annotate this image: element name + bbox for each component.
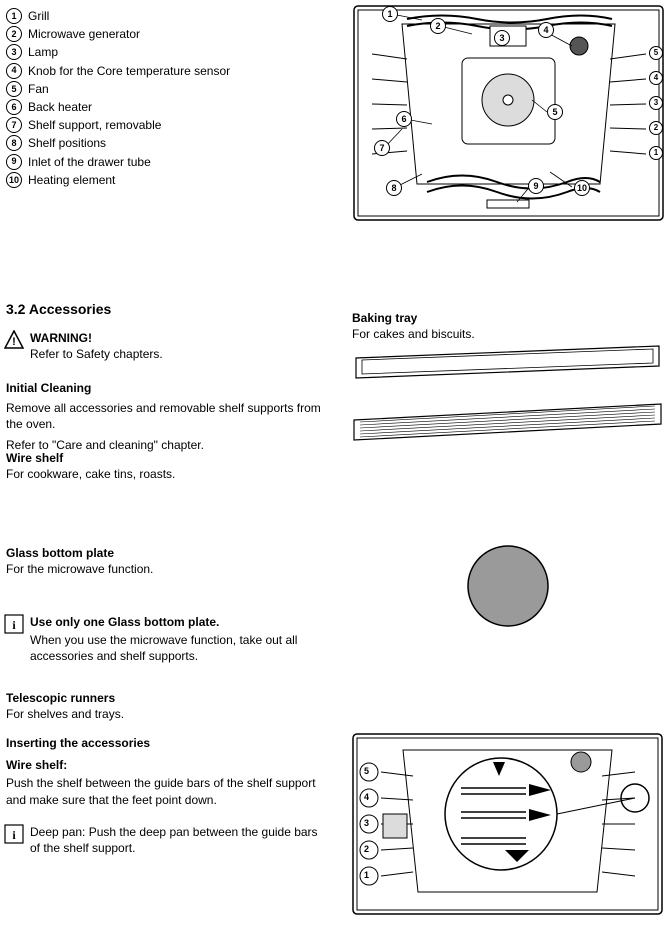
legend-label-3: Lamp: [28, 44, 58, 60]
legend-num-5: 5: [6, 81, 22, 97]
callout-4: 4: [538, 22, 554, 38]
info-icon-1: i: [4, 614, 24, 634]
warning-label: WARNING!: [30, 330, 330, 346]
rack-level-2: 2: [649, 121, 663, 135]
legend-label-1: Grill: [28, 8, 49, 24]
legend-num-10: 10: [6, 172, 22, 188]
svg-text:!: !: [12, 336, 16, 348]
rack2-level-2: 2: [364, 843, 369, 855]
legend-num-1: 1: [6, 8, 22, 24]
wire-shelf-desc: For cookware, cake tins, roasts.: [6, 466, 336, 482]
warning-icon: !: [4, 330, 24, 350]
legend-num-6: 6: [6, 99, 22, 115]
warning-body: Refer to Safety chapters.: [30, 346, 330, 362]
callout-1: 1: [382, 6, 398, 22]
warning-block: WARNING! Refer to Safety chapters.: [30, 330, 330, 362]
legend-label-5: Fan: [28, 81, 49, 97]
legend-num-2: 2: [6, 26, 22, 42]
callout-2: 2: [430, 18, 446, 34]
figure-wire-shelf: [350, 400, 665, 444]
inserting-body: Wire shelf:: [6, 757, 336, 773]
legend-label-10: Heating element: [28, 172, 115, 188]
legend-label-2: Microwave generator: [28, 26, 140, 42]
legend-label-9: Inlet of the drawer tube: [28, 154, 151, 170]
section-number: 3.2: [6, 301, 25, 317]
glass-plate-label: Glass bottom plate: [6, 546, 114, 560]
telescopic-text: Telescopic runners For shelves and trays…: [6, 690, 336, 722]
baking-tray-text: Baking tray For cakes and biscuits.: [352, 310, 652, 342]
callout-10: 10: [574, 180, 590, 196]
section-accessories-heading: 3.2 Accessories: [6, 300, 336, 319]
inserting-block: Inserting the accessories Wire shelf: Pu…: [6, 735, 336, 808]
baking-tray-label: Baking tray: [352, 311, 417, 325]
legend-label-7: Shelf support, removable: [28, 117, 161, 133]
info-icon-2: i: [4, 824, 24, 844]
callout-7: 7: [374, 140, 390, 156]
legend-num-9: 9: [6, 154, 22, 170]
wire-shelf-label: Wire shelf: [6, 451, 63, 465]
initial-cleaning-block: Initial Cleaning Remove all accessories …: [6, 380, 336, 453]
initial-cleaning-body: Remove all accessories and removable she…: [6, 400, 336, 432]
legend-num-7: 7: [6, 117, 22, 133]
legend-label-6: Back heater: [28, 99, 92, 115]
initial-cleaning-heading: Initial Cleaning: [6, 380, 336, 396]
section-title: Accessories: [29, 301, 112, 317]
figure-inserting-accessories: 5 4 3 2 1: [351, 732, 664, 916]
rack-level-3: 3: [649, 96, 663, 110]
rack2-level-3: 3: [364, 817, 369, 829]
telescopic-label: Telescopic runners: [6, 691, 115, 705]
rack-level-1: 1: [649, 146, 663, 160]
callout-9: 9: [528, 178, 544, 194]
figure-glass-plate: [466, 544, 550, 628]
callout-6: 6: [396, 111, 412, 127]
rack2-level-5: 5: [364, 765, 369, 777]
legend-list: 1 Grill 2 Microwave generator 3 Lamp 4 Knob …: [6, 8, 336, 190]
inserting-body2: Push the shelf between the guide bars of…: [6, 775, 336, 807]
telescopic-desc: For shelves and trays.: [6, 706, 336, 722]
legend-num-4: 4: [6, 63, 22, 79]
callout-5: 5: [547, 104, 563, 120]
glass-plate-text: Glass bottom plate For the microwave fun…: [6, 545, 336, 577]
glass-plate-desc: For the microwave function.: [6, 561, 336, 577]
legend-num-8: 8: [6, 135, 22, 151]
baking-tray-desc: For cakes and biscuits.: [352, 326, 652, 342]
legend-label-4: Knob for the Core temperature sensor: [28, 63, 230, 79]
callout-3: 3: [494, 30, 510, 46]
rack2-level-1: 1: [364, 869, 369, 881]
info2-body: Deep pan: Push the deep pan between the …: [30, 824, 330, 856]
rack-level-4: 4: [649, 71, 663, 85]
info-block-1: Use only one Glass bottom plate. When yo…: [30, 614, 330, 665]
info1-body: When you use the microwave function, tak…: [30, 632, 330, 664]
legend-label-8: Shelf positions: [28, 135, 106, 151]
figure-baking-tray: [350, 338, 665, 388]
figure-oven-interior: 1 2 3 4 5 6 7 8 9 10 5 4 3 2 1: [352, 4, 665, 222]
callout-8: 8: [386, 180, 402, 196]
inserting-heading: Inserting the accessories: [6, 735, 336, 751]
rack2-level-4: 4: [364, 791, 369, 803]
info1-heading: Use only one Glass bottom plate.: [30, 614, 330, 630]
legend-num-3: 3: [6, 44, 22, 60]
info-block-2: Deep pan: Push the deep pan between the …: [30, 824, 330, 856]
rack-level-5: 5: [649, 46, 663, 60]
wire-shelf-text: Wire shelf For cookware, cake tins, roas…: [6, 450, 336, 482]
